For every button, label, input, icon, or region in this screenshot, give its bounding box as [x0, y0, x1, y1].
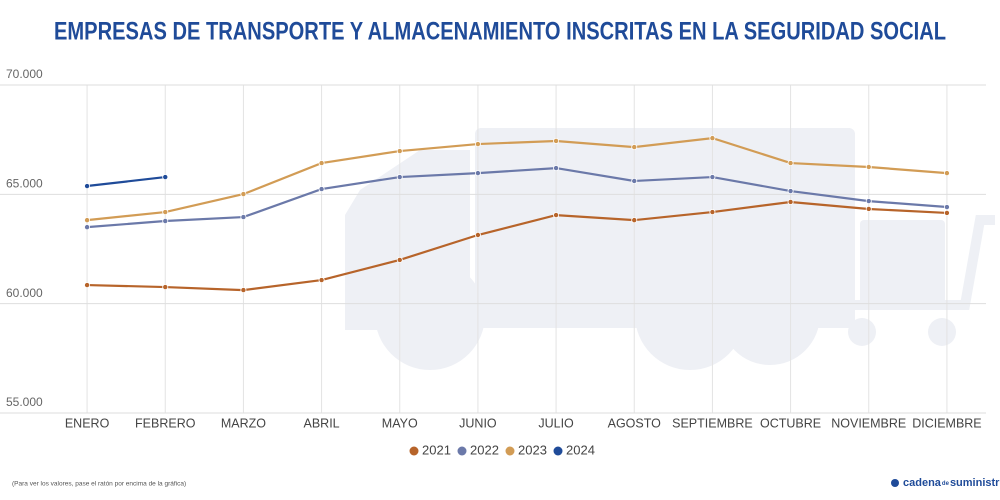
point	[84, 224, 91, 231]
point	[396, 174, 403, 181]
legend-swatch	[553, 446, 563, 456]
y-tick-label: 70.000	[6, 67, 43, 81]
x-tick-label: JUNIO	[459, 416, 497, 430]
point	[787, 160, 794, 167]
point	[162, 218, 169, 225]
point	[474, 232, 481, 239]
point	[162, 174, 169, 181]
point	[865, 205, 872, 212]
point	[943, 209, 950, 216]
point	[240, 191, 247, 198]
point	[553, 212, 560, 219]
x-tick-label: NOVIEMBRE	[831, 416, 906, 430]
x-tick-label: MAYO	[382, 416, 418, 430]
point	[553, 137, 560, 144]
brand-text: cadenadesuministro	[903, 477, 1000, 489]
legend-swatch	[409, 446, 419, 456]
point	[474, 141, 481, 148]
point	[631, 144, 638, 151]
legend-label: 2022	[470, 442, 499, 457]
point	[865, 163, 872, 170]
point	[318, 160, 325, 167]
point	[631, 177, 638, 184]
brand-icon	[891, 479, 899, 487]
point	[943, 170, 950, 177]
legend-label: 2024	[566, 442, 595, 457]
series-line	[86, 175, 166, 188]
point	[162, 209, 169, 216]
note: (Para ver los valores, pase el ratón por…	[12, 481, 186, 488]
point	[787, 198, 794, 205]
brand: cadenadesuministro	[891, 477, 1000, 489]
x-tick-label: JULIO	[538, 416, 574, 430]
series-line	[86, 137, 948, 222]
series-line	[87, 200, 947, 292]
point	[162, 284, 169, 291]
x-tick-label: MARZO	[221, 416, 266, 430]
point	[240, 287, 247, 294]
y-tick-label: 60.000	[6, 286, 43, 300]
point	[84, 217, 91, 224]
series-line	[86, 166, 947, 229]
x-tick-label: ENERO	[65, 416, 110, 430]
point	[84, 282, 91, 289]
chart-title: EMPRESAS DE TRANSPORTE Y ALMACENAMIENTO …	[54, 18, 946, 46]
x-tick-label: DICIEMBRE	[912, 416, 981, 430]
point	[318, 277, 325, 284]
brand-part: suministro	[950, 477, 1000, 489]
point	[474, 170, 481, 177]
point	[396, 256, 403, 263]
point	[943, 204, 950, 211]
x-tick-label: FEBRERO	[135, 416, 196, 430]
point	[396, 148, 403, 155]
x-tick-label: OCTUBRE	[760, 416, 821, 430]
legend-swatch	[505, 446, 515, 456]
background-truck	[345, 128, 995, 370]
point	[631, 217, 638, 224]
point	[709, 135, 716, 142]
x-tick-label: AGOSTO	[608, 416, 662, 430]
x-tick-label: SEPTIEMBRE	[672, 416, 753, 430]
point	[787, 188, 794, 195]
point	[709, 209, 716, 216]
legend-swatch	[457, 446, 467, 456]
point	[84, 183, 91, 190]
point	[553, 165, 560, 172]
y-tick-label: 65.000	[6, 177, 43, 191]
point	[318, 186, 325, 193]
legend-label: 2021	[422, 442, 451, 457]
point	[865, 198, 872, 205]
brand-part: de	[942, 481, 950, 487]
legend-label: 2023	[518, 442, 547, 457]
point	[709, 174, 716, 181]
brand-part: cadena	[903, 477, 942, 489]
y-tick-label: 55.000	[6, 395, 43, 409]
x-tick-label: ABRIL	[304, 416, 340, 430]
point	[240, 214, 247, 221]
